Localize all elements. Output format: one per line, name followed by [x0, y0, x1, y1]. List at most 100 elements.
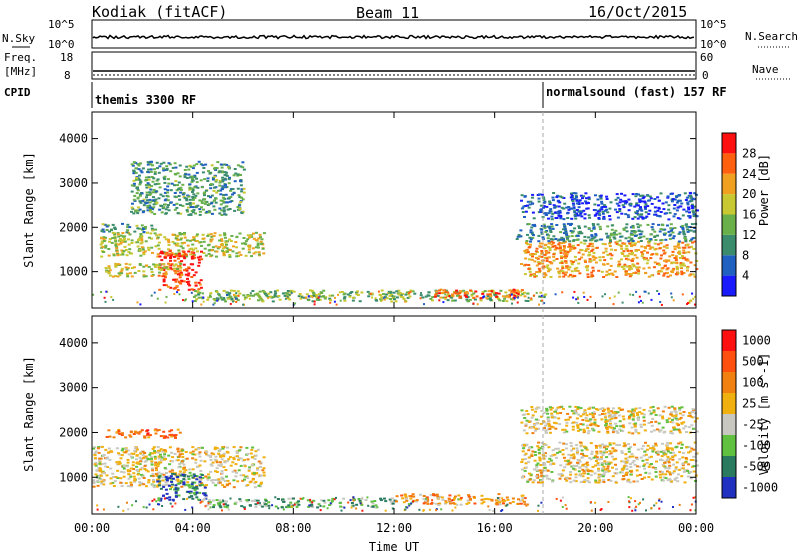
velocity-cell-band-4: [529, 473, 533, 476]
velocity-cell-band-0: [249, 452, 253, 455]
power-cell-band-8: [590, 229, 593, 232]
velocity-cell-band-5: [677, 423, 680, 426]
power-cell-band-2: [160, 250, 164, 253]
power-cell-band-6: [444, 291, 448, 294]
power-cell-band-4: [191, 187, 195, 190]
velocity-cell-band-0: [147, 481, 151, 484]
power-cell-band-8: [570, 231, 574, 234]
power-cell-band-9: [687, 208, 691, 211]
velocity-cell-band-6: [136, 431, 140, 434]
velocity-cell-band-5: [571, 428, 575, 431]
velocity-cell-band-1: [192, 473, 196, 476]
velocity-cell-band-0: [243, 478, 246, 481]
power-cell-band-9: [575, 202, 579, 205]
power-cell-speckle: [688, 301, 691, 304]
velocity-cell-band-0: [232, 446, 236, 449]
power-cell-band-5: [466, 300, 470, 303]
velocity-cell-band-4: [584, 466, 588, 468]
velocity-cell-band-2: [390, 497, 394, 500]
power-cell-band-8: [540, 232, 544, 235]
velocity-cell-band-4: [602, 465, 606, 468]
velocity-cell-band-5: [632, 415, 636, 418]
velocity-cell-band-4: [521, 476, 524, 478]
power-cell-band-4: [186, 206, 190, 209]
velocity-cell-band-6: [168, 430, 172, 433]
power-cell-band-4: [224, 213, 228, 216]
velocity-cell-band-5: [684, 425, 688, 428]
power-cell-band-7: [647, 275, 651, 278]
velocity-cell-band-0: [153, 455, 157, 458]
power-cell-band-6: [456, 292, 460, 295]
power-cell-speckle: [586, 298, 589, 301]
power-cell-band-5: [299, 297, 303, 300]
velocity-cell-band-0: [100, 480, 104, 483]
velocity-cell-band-0: [253, 457, 257, 460]
velocity-cell-band-0: [98, 467, 102, 470]
power-cell-band-5: [197, 296, 201, 299]
power-cell-band-9: [539, 204, 543, 207]
velocity-cell-band-5: [586, 432, 590, 435]
velocity-cell-band-4: [576, 449, 580, 452]
freq-tick-top: 18: [60, 51, 73, 64]
power-cell-band-7: [520, 263, 523, 265]
power-cell-band-4: [166, 189, 170, 192]
power-cell-band-3: [150, 275, 154, 277]
power-cell-band-4: [203, 202, 207, 205]
velocity-cell-band-1: [165, 497, 169, 500]
power-cell-band-4: [173, 195, 177, 198]
velocity-cell-band-5: [565, 424, 569, 427]
velocity-cell-band-4: [687, 463, 691, 466]
velocity-cell-band-0: [248, 466, 252, 469]
power-cell-band-4: [150, 208, 154, 211]
velocity-cell-band-4: [572, 455, 576, 458]
velocity-cell-band-0: [104, 448, 108, 451]
velocity-cell-band-5: [576, 429, 580, 432]
power-cell-band-4: [158, 208, 162, 211]
power-cell-band-7: [576, 269, 580, 272]
power-cell-band-7: [578, 258, 582, 261]
velocity-cell-band-4: [612, 442, 616, 445]
power-cell-speckle: [604, 293, 606, 296]
power-cell-band-9: [547, 217, 551, 220]
power-cell-band-2: [197, 281, 201, 284]
velocity-cell-band-2: [246, 500, 250, 503]
power-cell-band-4: [156, 178, 160, 181]
power-cell-band-2: [162, 284, 166, 287]
power-cell-band-0: [104, 244, 108, 247]
power-cell-band-5: [228, 295, 232, 298]
velocity-cell-band-5: [582, 411, 586, 414]
velocity-cell-band-0: [207, 473, 210, 476]
velocity-cell-band-0: [197, 482, 201, 485]
velocity-cell-band-4: [586, 477, 590, 480]
velocity-cell-speckle: [405, 506, 407, 509]
power-cell-band-4: [145, 194, 149, 197]
power-cell-band-0: [156, 244, 160, 247]
power-cell-band-9: [636, 204, 640, 207]
power-cell-band-4: [149, 168, 153, 171]
power-cell-band-8: [610, 228, 614, 231]
velocity-cell-band-1: [172, 477, 175, 480]
power-cell-band-5: [269, 291, 273, 294]
power-cell-speckle: [575, 298, 578, 301]
power-cell-band-7: [547, 256, 551, 259]
velocity-cell-band-5: [640, 412, 644, 415]
velocity-cell-band-3: [498, 503, 502, 506]
power-cell-band-5: [450, 296, 454, 299]
power-cell-band-8: [682, 230, 686, 233]
velocity-cell-band-4: [570, 454, 574, 457]
velocity-cell-band-6: [159, 435, 163, 438]
power-cell-band-7: [547, 242, 551, 245]
velocity-cell-band-4: [689, 477, 693, 480]
velocity-cell-band-5: [581, 423, 585, 426]
power-cell-band-9: [659, 211, 663, 213]
velocity-cell-band-4: [569, 473, 573, 476]
power-cell-speckle: [511, 302, 513, 305]
velocity-cell-band-0: [135, 465, 139, 468]
power-cell-band-5: [283, 294, 287, 297]
power-cell-speckle: [444, 298, 447, 300]
power-cell-speckle: [472, 302, 475, 305]
power-cell-band-4: [131, 207, 135, 210]
power-cell-band-7: [529, 273, 533, 276]
power-cell-band-9: [581, 202, 585, 205]
velocity-cell-band-3: [459, 503, 463, 506]
